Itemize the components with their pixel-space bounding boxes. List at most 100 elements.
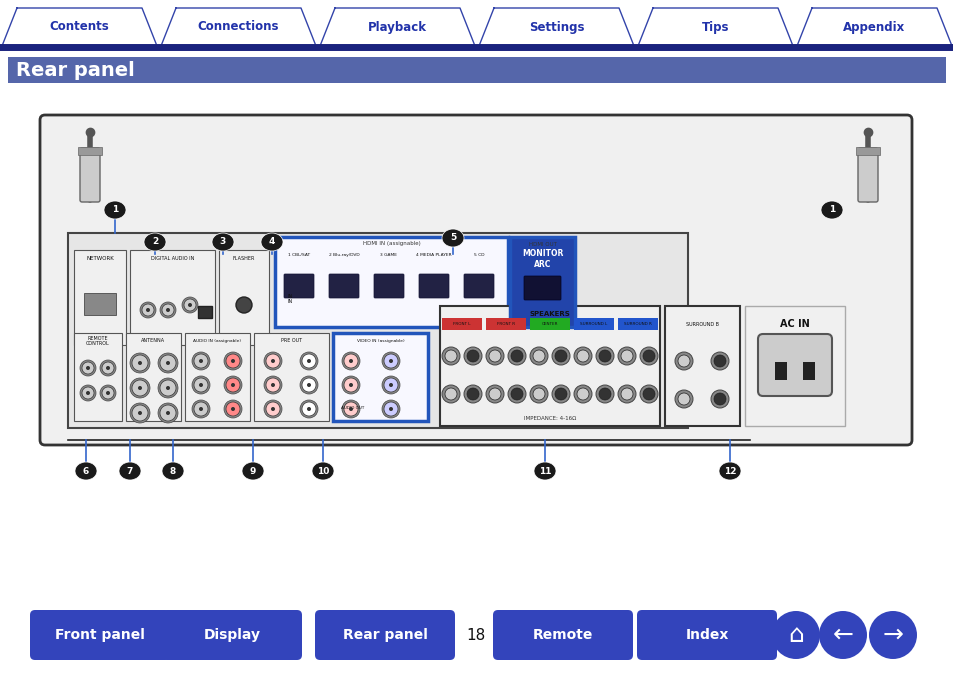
Bar: [744, 306, 844, 426]
FancyBboxPatch shape: [284, 274, 314, 298]
Circle shape: [598, 388, 610, 400]
Text: AUDIO OUT: AUDIO OUT: [340, 406, 364, 410]
Bar: [855, 147, 879, 155]
Bar: [439, 306, 659, 426]
Ellipse shape: [119, 462, 141, 480]
Circle shape: [507, 385, 525, 403]
Circle shape: [441, 347, 459, 365]
Circle shape: [80, 385, 96, 401]
Ellipse shape: [144, 233, 166, 251]
Circle shape: [868, 611, 916, 659]
Circle shape: [341, 352, 359, 370]
Text: IN
IN: IN IN: [287, 293, 293, 304]
Text: 18: 18: [466, 627, 485, 643]
Text: 5: 5: [450, 234, 456, 242]
Text: 1: 1: [112, 205, 118, 215]
Circle shape: [231, 383, 234, 387]
Circle shape: [344, 402, 357, 416]
Circle shape: [463, 347, 481, 365]
Circle shape: [678, 355, 689, 367]
Text: IMPEDANCE: 4-16Ω: IMPEDANCE: 4-16Ω: [523, 415, 576, 421]
Bar: [84, 293, 116, 315]
Bar: [333, 333, 428, 421]
Circle shape: [226, 354, 240, 368]
Circle shape: [266, 378, 280, 392]
Ellipse shape: [162, 462, 184, 480]
FancyBboxPatch shape: [523, 276, 560, 300]
Circle shape: [266, 402, 280, 416]
Ellipse shape: [534, 462, 556, 480]
Text: SURROUND L: SURROUND L: [579, 322, 607, 326]
Circle shape: [100, 385, 116, 401]
Circle shape: [577, 350, 588, 362]
Text: Playback: Playback: [368, 20, 427, 34]
Circle shape: [231, 359, 234, 363]
Circle shape: [130, 378, 150, 398]
Circle shape: [596, 347, 614, 365]
Circle shape: [713, 355, 725, 367]
Text: 4: 4: [269, 238, 274, 246]
Text: Appendix: Appendix: [842, 20, 904, 34]
FancyBboxPatch shape: [40, 115, 911, 445]
Circle shape: [130, 403, 150, 423]
Text: HDMI OUT: HDMI OUT: [528, 242, 556, 246]
Circle shape: [158, 403, 178, 423]
Circle shape: [620, 388, 633, 400]
Text: 4 MEDIA PLAYER: 4 MEDIA PLAYER: [416, 253, 452, 257]
Circle shape: [80, 360, 96, 376]
Bar: [68, 233, 687, 428]
Text: SURROUND R: SURROUND R: [623, 322, 651, 326]
Circle shape: [552, 385, 569, 403]
Circle shape: [193, 354, 208, 368]
Circle shape: [86, 366, 90, 370]
Text: 6: 6: [83, 466, 89, 476]
Bar: [485, 318, 525, 330]
Circle shape: [138, 386, 142, 390]
Circle shape: [100, 360, 116, 376]
Circle shape: [467, 350, 478, 362]
FancyBboxPatch shape: [329, 274, 358, 298]
Ellipse shape: [821, 201, 842, 219]
Text: NETWORK: NETWORK: [86, 256, 113, 260]
Circle shape: [166, 411, 170, 415]
Ellipse shape: [719, 462, 740, 480]
Circle shape: [199, 407, 203, 411]
Circle shape: [384, 402, 397, 416]
Circle shape: [271, 407, 274, 411]
Circle shape: [441, 385, 459, 403]
Text: 9: 9: [250, 466, 256, 476]
Text: 1 CBL/SAT: 1 CBL/SAT: [288, 253, 310, 257]
Circle shape: [555, 388, 566, 400]
Circle shape: [226, 402, 240, 416]
Text: ⌂: ⌂: [787, 623, 803, 647]
Circle shape: [307, 383, 311, 387]
Ellipse shape: [242, 462, 264, 480]
FancyBboxPatch shape: [80, 148, 100, 202]
Bar: [198, 306, 212, 318]
Circle shape: [771, 611, 820, 659]
Circle shape: [530, 347, 547, 365]
Text: AC IN: AC IN: [780, 319, 809, 329]
Circle shape: [533, 388, 544, 400]
Circle shape: [381, 376, 399, 394]
Circle shape: [467, 388, 478, 400]
FancyBboxPatch shape: [493, 610, 633, 660]
Circle shape: [166, 308, 170, 312]
Circle shape: [224, 376, 242, 394]
Text: 10: 10: [316, 466, 329, 476]
FancyBboxPatch shape: [857, 148, 877, 202]
Text: 2: 2: [152, 238, 158, 246]
Bar: [664, 306, 740, 426]
Circle shape: [307, 359, 311, 363]
Circle shape: [146, 308, 150, 312]
Text: 3 GAME: 3 GAME: [380, 253, 397, 257]
Circle shape: [675, 390, 692, 408]
Circle shape: [266, 354, 280, 368]
Circle shape: [596, 385, 614, 403]
Polygon shape: [796, 8, 951, 46]
Text: ←: ←: [832, 623, 853, 647]
Circle shape: [160, 405, 175, 421]
Circle shape: [264, 400, 282, 418]
Bar: [441, 318, 481, 330]
Circle shape: [264, 376, 282, 394]
